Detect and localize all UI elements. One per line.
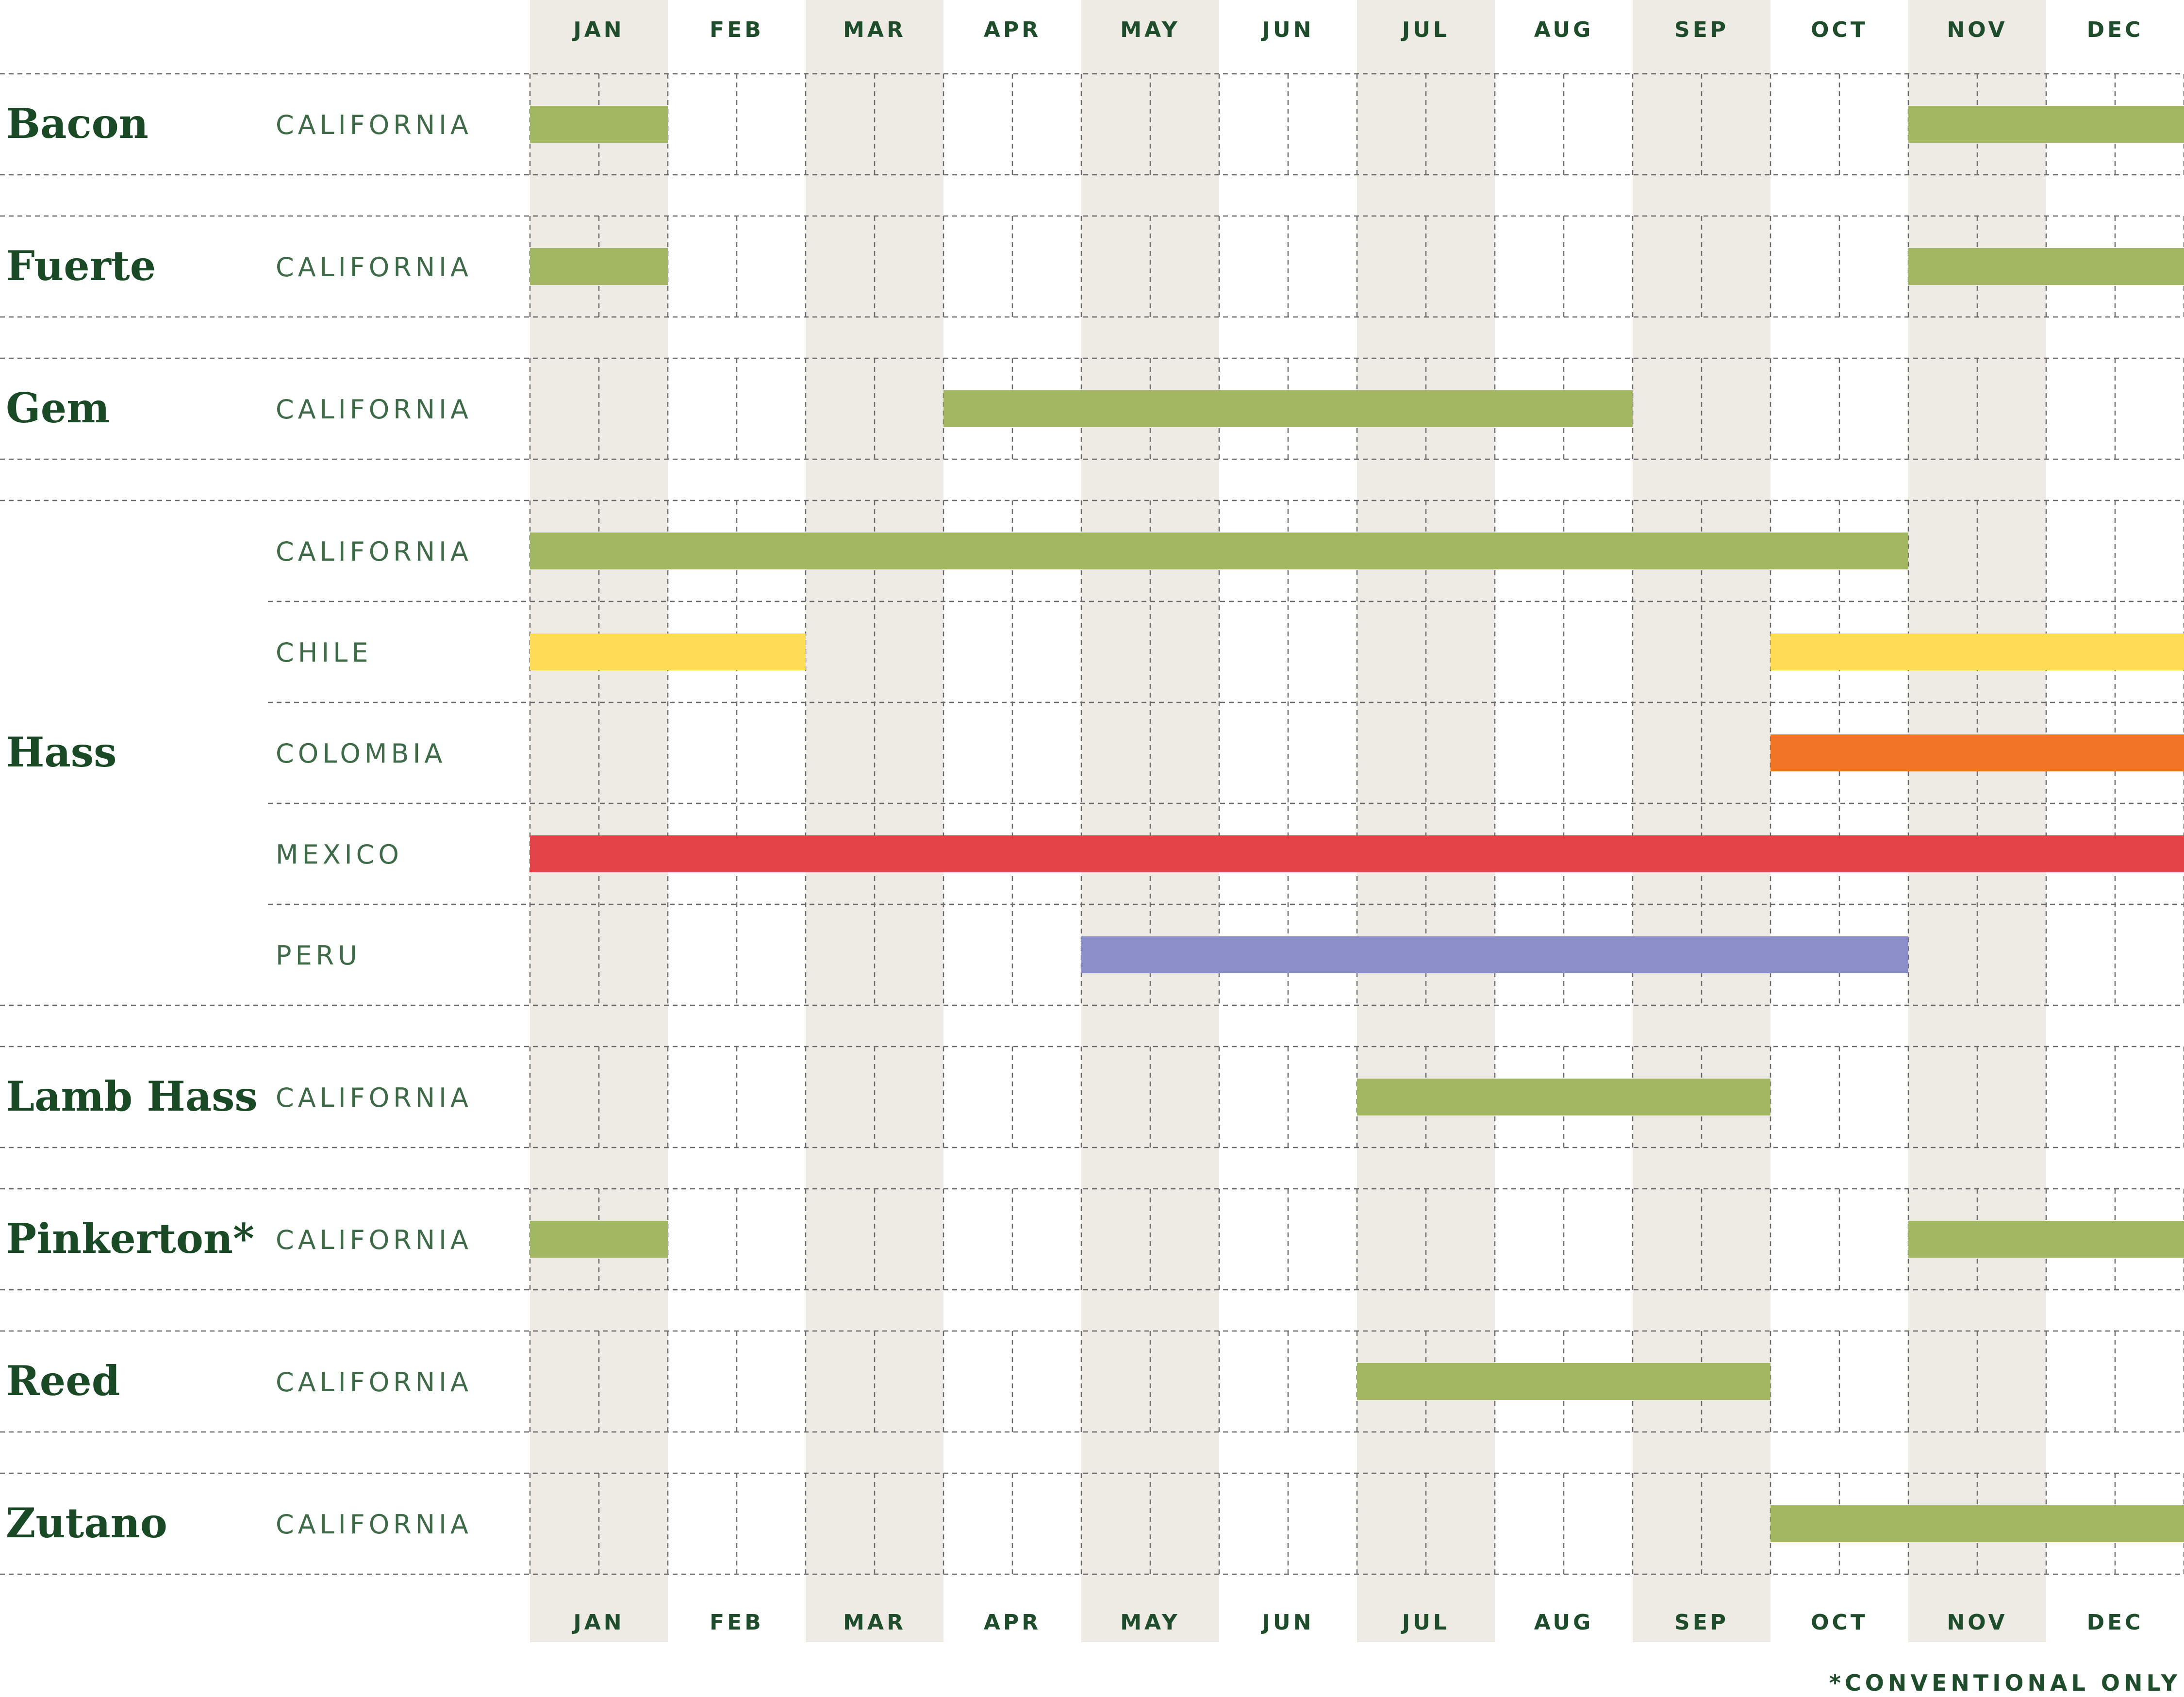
grid <box>0 73 2184 1575</box>
season-bar-zutano-california-1 <box>1770 1505 2184 1542</box>
month-label-apr: APR <box>984 1610 1041 1635</box>
month-label-jan: JAN <box>572 1610 624 1635</box>
month-label-feb: FEB <box>710 1610 764 1635</box>
month-label-may: MAY <box>1120 17 1180 42</box>
origin-label-hass-mexico: MEXICO <box>276 839 403 870</box>
variety-label-pinkerton: Pinkerton* <box>6 1215 254 1263</box>
season-bar-fuerte-california-1 <box>530 248 668 285</box>
month-label-may: MAY <box>1120 1610 1180 1635</box>
month-label-jun: JUN <box>1261 1610 1314 1635</box>
month-label-oct: OCT <box>1811 1610 1868 1635</box>
season-bar-hass-peru-1 <box>1081 936 1908 973</box>
origin-label-reed-california: CALIFORNIA <box>276 1367 472 1398</box>
origin-label-bacon-california: CALIFORNIA <box>276 110 472 140</box>
row-labels: Bacon CALIFORNIA Fuerte CALIFORNIA Gem CALIFO… <box>6 100 472 1547</box>
season-bar-hass-colombia-1 <box>1770 734 2184 771</box>
origin-label-gem-california: CALIFORNIA <box>276 394 472 425</box>
month-label-dec: DEC <box>2087 17 2144 42</box>
origin-label-hass-peru: PERU <box>276 940 361 971</box>
month-label-jul: JUL <box>1401 17 1450 42</box>
month-label-sep: SEP <box>1674 17 1729 42</box>
season-bar-bacon-california-1 <box>530 106 668 143</box>
month-label-sep: SEP <box>1674 1610 1729 1635</box>
season-bar-pinkerton-california-1 <box>530 1221 668 1258</box>
variety-label-gem: Gem <box>6 384 110 432</box>
month-label-mar: MAR <box>843 1610 906 1635</box>
month-label-jan: JAN <box>572 17 624 42</box>
footnote: *CONVENTIONAL ONLY <box>1829 1670 2181 1696</box>
origin-label-hass-california: CALIFORNIA <box>276 536 472 567</box>
season-bar-hass-chile-2 <box>1770 633 2184 670</box>
variety-label-fuerte: Fuerte <box>6 242 156 290</box>
month-label-oct: OCT <box>1811 17 1868 42</box>
origin-label-hass-colombia: COLOMBIA <box>276 738 446 769</box>
origin-label-hass-chile: CHILE <box>276 637 372 668</box>
season-bar-hass-california-1 <box>530 532 1908 569</box>
month-label-apr: APR <box>984 17 1041 42</box>
variety-label-lamb-hass: Lamb Hass <box>6 1072 258 1120</box>
variety-label-zutano: Zutano <box>6 1499 167 1547</box>
origin-label-zutano-california: CALIFORNIA <box>276 1509 472 1540</box>
month-label-feb: FEB <box>710 17 764 42</box>
month-label-jun: JUN <box>1261 17 1314 42</box>
season-bar-lamb-hass-california-1 <box>1357 1079 1770 1115</box>
season-bar-pinkerton-california-2 <box>1908 1221 2184 1258</box>
month-label-aug: AUG <box>1534 17 1594 42</box>
season-bar-reed-california-1 <box>1357 1363 1770 1400</box>
month-label-mar: MAR <box>843 17 906 42</box>
variety-label-reed: Reed <box>6 1357 120 1405</box>
season-bar-hass-chile-1 <box>530 633 806 670</box>
month-label-aug: AUG <box>1534 1610 1594 1635</box>
month-label-nov: NOV <box>1947 17 2007 42</box>
month-label-dec: DEC <box>2087 1610 2144 1635</box>
season-bar-gem-california-1 <box>943 390 1633 427</box>
origin-label-lamb-hass-california: CALIFORNIA <box>276 1082 472 1113</box>
origin-label-pinkerton-california: CALIFORNIA <box>276 1225 472 1255</box>
season-bar-bacon-california-2 <box>1908 106 2184 143</box>
month-header-bottom: JAN FEB MAR APR MAY JUN JUL AUG SEP OCT NOV DEC <box>572 1610 2144 1635</box>
month-label-jul: JUL <box>1401 1610 1450 1635</box>
season-bar-fuerte-california-2 <box>1908 248 2184 285</box>
month-label-nov: NOV <box>1947 1610 2007 1635</box>
season-bar-hass-mexico-1 <box>530 835 2184 872</box>
month-header-top: JAN FEB MAR APR MAY JUN JUL AUG SEP OCT NOV DEC <box>572 17 2144 42</box>
season-bars <box>530 106 2184 1542</box>
origin-label-fuerte-california: CALIFORNIA <box>276 252 472 283</box>
variety-label-hass: Hass <box>6 728 116 776</box>
variety-label-bacon: Bacon <box>6 100 149 148</box>
